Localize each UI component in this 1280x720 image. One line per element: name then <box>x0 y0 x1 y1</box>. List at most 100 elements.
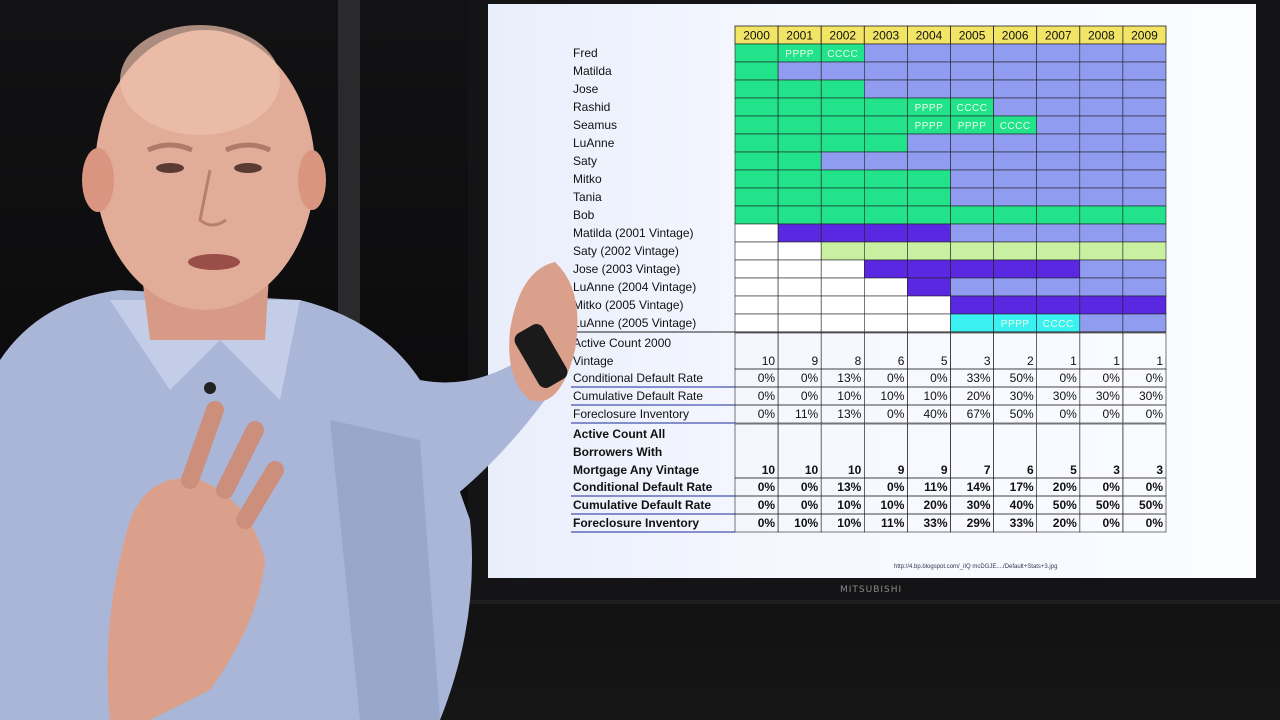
stat-value: 17% <box>1010 480 1034 494</box>
stat-value: 20% <box>967 389 991 403</box>
status-cell <box>907 133 951 153</box>
status-cell <box>777 133 822 153</box>
status-cell <box>777 151 822 171</box>
year-label: 2005 <box>959 29 986 43</box>
active-count-value: 6 <box>1027 463 1034 477</box>
stat-value: 0% <box>1146 516 1164 530</box>
monitor-brand: MITSUBISHI <box>840 585 903 595</box>
status-mark: CCCC <box>1000 121 1031 132</box>
status-cell <box>777 223 822 243</box>
default-stats-table: 2000 2001 2002 2003 2004 2005 2006 2007 2008 2009… <box>571 25 1167 533</box>
year-label: 2003 <box>872 29 899 43</box>
status-cell <box>820 277 865 297</box>
stat-value: 0% <box>801 371 819 385</box>
stat-value: 40% <box>1010 498 1034 512</box>
status-cell <box>993 133 1038 153</box>
stat-value: 0% <box>1103 371 1121 385</box>
status-mark: PPPP <box>785 49 814 60</box>
active-count-value: 3 <box>1113 463 1120 477</box>
status-cell <box>950 151 994 171</box>
status-cell <box>777 187 822 207</box>
status-cell <box>863 187 908 207</box>
stat-value: 67% <box>967 407 991 421</box>
stat-value: 50% <box>1010 407 1034 421</box>
source-url: http://4.bp.blogspot.com/_iIQ mcDGJE....… <box>894 564 1058 570</box>
status-cell <box>777 61 822 81</box>
status-cell <box>907 223 951 243</box>
borrower-name: Saty (2002 Vintage) <box>573 244 679 258</box>
status-cell <box>820 97 865 117</box>
status-cell <box>734 79 779 99</box>
status-cell <box>950 205 994 225</box>
active-count-value: 10 <box>762 463 776 477</box>
stat-value: 11% <box>881 516 905 530</box>
status-cell <box>907 187 951 207</box>
status-mark: CCCC <box>1043 319 1074 330</box>
status-cell <box>863 115 908 135</box>
wall-pillar <box>338 0 360 400</box>
status-cell <box>1036 43 1081 63</box>
status-cell <box>1079 43 1124 63</box>
stat-value: 50% <box>1053 498 1077 512</box>
status-cell <box>1122 205 1167 225</box>
borrower-name: Rashid <box>573 100 610 114</box>
year-label: 2007 <box>1045 29 1072 43</box>
status-cell <box>820 133 865 153</box>
stat-value: 30% <box>1096 389 1120 403</box>
status-cell <box>820 115 865 135</box>
stat-value: 10% <box>923 389 947 403</box>
status-cell <box>1079 187 1124 207</box>
stat-cell <box>1122 404 1167 424</box>
stat-header-line: Borrowers With <box>573 445 662 459</box>
status-cell <box>993 205 1038 225</box>
stat-value: 20% <box>923 498 947 512</box>
status-cell <box>734 187 779 207</box>
status-cell <box>1079 205 1124 225</box>
active-count-value: 9 <box>941 463 948 477</box>
stat-header-line: Mortgage Any Vintage <box>573 463 699 477</box>
status-cell <box>993 97 1038 117</box>
borrower-name: Mitko (2005 Vintage) <box>573 298 684 312</box>
status-cell <box>1122 97 1167 117</box>
year-label: 2008 <box>1088 29 1115 43</box>
status-cell <box>1079 79 1124 99</box>
status-cell <box>1036 151 1081 171</box>
stat-value: 10% <box>794 516 818 530</box>
status-cell <box>863 133 908 153</box>
stat-value: 14% <box>967 480 991 494</box>
stat-header-line: Active Count 2000 <box>573 336 671 350</box>
status-cell <box>950 133 994 153</box>
status-cell <box>1122 223 1167 243</box>
borrower-name: Fred <box>573 46 598 60</box>
status-cell <box>863 295 908 315</box>
status-cell <box>907 79 951 99</box>
status-cell <box>907 277 951 297</box>
stat-value: 33% <box>923 516 947 530</box>
status-cell <box>1036 61 1081 81</box>
status-cell <box>993 169 1038 189</box>
year-label: 2004 <box>916 29 943 43</box>
stat-value: 11% <box>924 480 948 494</box>
borrower-name: Jose (2003 Vintage) <box>573 262 680 276</box>
status-cell <box>863 259 908 279</box>
status-cell <box>863 313 908 333</box>
status-cell <box>1122 133 1167 153</box>
status-cell <box>993 295 1038 315</box>
status-cell <box>777 295 822 315</box>
status-cell <box>993 151 1038 171</box>
active-count-value: 1 <box>1070 354 1077 368</box>
stat-value: 11% <box>795 407 818 421</box>
borrower-name: Jose <box>573 82 599 96</box>
year-label: 2006 <box>1002 29 1029 43</box>
status-cell <box>863 61 908 81</box>
active-count-value: 2 <box>1027 354 1034 368</box>
status-cell <box>1122 115 1167 135</box>
status-cell <box>734 313 779 333</box>
status-cell <box>993 43 1038 63</box>
status-cell <box>1122 61 1167 81</box>
stat-value: 0% <box>887 480 905 494</box>
borrower-name: Saty <box>573 154 597 168</box>
status-cell <box>1036 115 1081 135</box>
status-cell <box>1079 169 1124 189</box>
status-cell <box>820 223 865 243</box>
